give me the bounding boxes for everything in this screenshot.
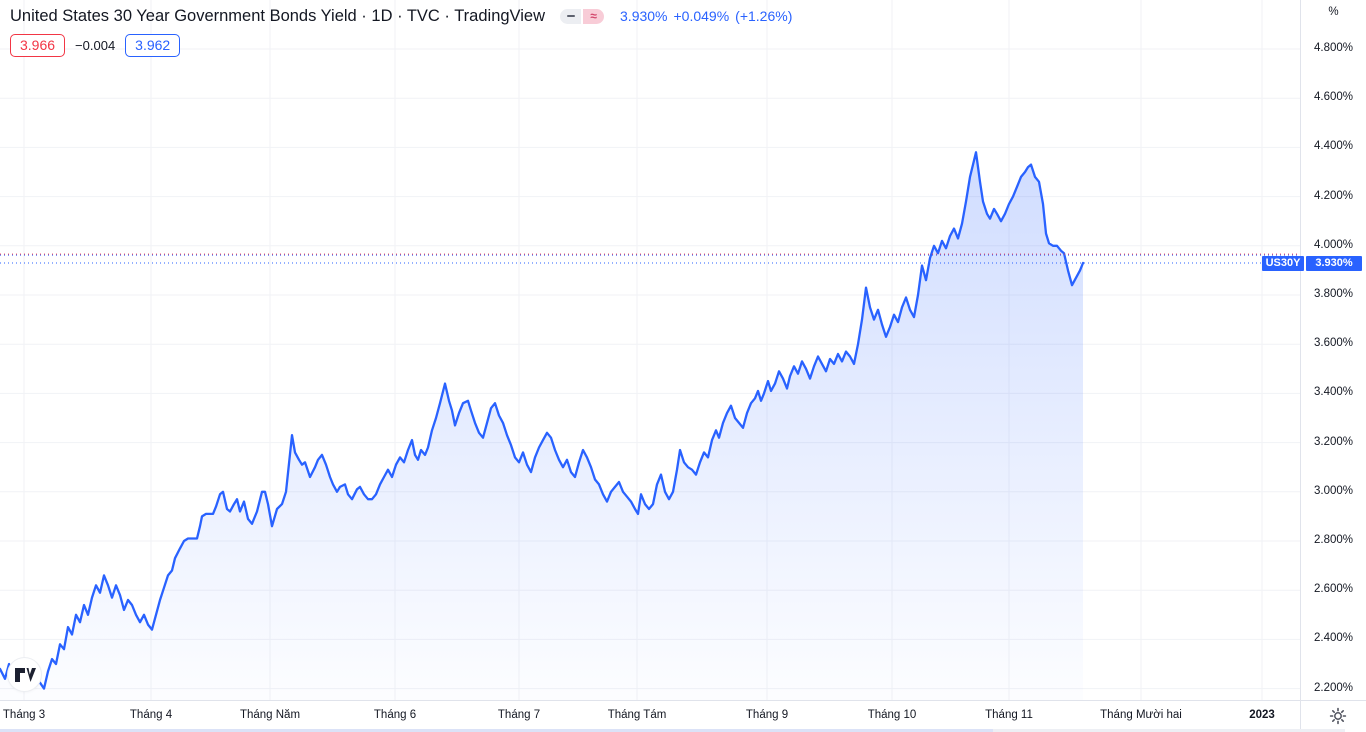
- quote-last: 3.930%: [620, 8, 668, 24]
- gear-icon[interactable]: [1329, 707, 1347, 725]
- y-axis-tick: 2.200%: [1313, 681, 1353, 694]
- y-axis-tick: 2.400%: [1313, 632, 1353, 645]
- x-axis-tick: Tháng 3: [2, 709, 46, 721]
- y-axis-tick: 4.600%: [1313, 91, 1353, 104]
- price-axis-border: [1300, 0, 1301, 732]
- minus-icon[interactable]: [560, 8, 582, 24]
- x-axis-tick: Tháng Mười hai: [1100, 709, 1182, 721]
- price-scale[interactable]: % 4.800% 4.600% 4.400% 4.200% 4.000% 3.800% 3.…: [1301, 0, 1366, 700]
- quote-change: +0.049%: [673, 8, 730, 24]
- y-axis-tick: 4.400%: [1313, 140, 1353, 153]
- y-axis-tick: 4.000%: [1313, 238, 1353, 251]
- legend: United States 30 Year Government Bonds Y…: [10, 5, 792, 57]
- buy-price-button[interactable]: 3.962: [125, 34, 181, 57]
- sell-price-button[interactable]: 3.966: [10, 34, 66, 57]
- y-axis-tick: 2.600%: [1313, 583, 1353, 596]
- y-axis-tick: 4.200%: [1313, 189, 1353, 202]
- x-axis-tick: Tháng 6: [373, 709, 417, 721]
- time-scale[interactable]: Tháng 3 Tháng 4 Tháng Năm Tháng 6 Tháng 7 Thá…: [0, 701, 1300, 729]
- spread-value: −0.004: [75, 38, 116, 53]
- y-axis-tick: 3.200%: [1313, 435, 1353, 448]
- time-axis-border: [0, 700, 1366, 701]
- y-axis-tick: 3.600%: [1313, 337, 1353, 350]
- x-axis-tick: 2023: [1249, 709, 1275, 721]
- x-axis-tick: Tháng Tám: [607, 709, 667, 721]
- price-line-value-label: 3.930%: [1306, 255, 1362, 271]
- y-axis-tick: 3.400%: [1313, 386, 1353, 399]
- yield-series: [0, 151, 1085, 701]
- y-axis-tick: 4.800%: [1313, 42, 1353, 54]
- price-level-lines: [0, 253, 1300, 264]
- x-axis-tick: Tháng 7: [497, 709, 541, 721]
- x-axis-tick: Tháng 4: [129, 709, 173, 721]
- approx-icon[interactable]: ≈: [583, 8, 605, 24]
- y-axis-tick: 3.000%: [1313, 484, 1353, 497]
- loaded-range-strip-right: [993, 729, 1345, 732]
- loaded-range-strip: [0, 729, 993, 732]
- x-axis-tick: Tháng 10: [867, 709, 917, 721]
- x-axis-tick: Tháng 9: [745, 709, 789, 721]
- price-line-symbol-label: US30Y: [1262, 255, 1304, 271]
- chart-title[interactable]: United States 30 Year Government Bonds Y…: [10, 6, 546, 25]
- y-axis-tick: 3.800%: [1313, 288, 1353, 300]
- x-axis-tick: Tháng Năm: [239, 709, 301, 721]
- tradingview-logo: [8, 658, 41, 691]
- x-axis-tick: Tháng 11: [985, 709, 1033, 721]
- price-scale-unit: %: [1328, 6, 1339, 18]
- symbol-status-toggle[interactable]: ≈: [560, 8, 605, 24]
- quote-change-percent: (+1.26%): [735, 8, 793, 24]
- y-axis-tick: 2.800%: [1313, 534, 1353, 546]
- quote: 3.930% +0.049% (+1.26%): [620, 8, 792, 24]
